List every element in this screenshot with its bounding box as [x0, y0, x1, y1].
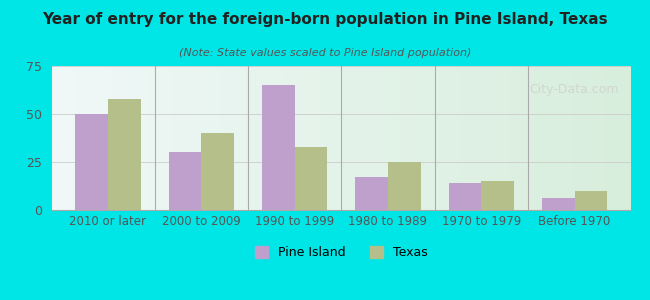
Bar [202, 133, 234, 210]
Legend: Pine Island, Texas: Pine Island, Texas [250, 241, 432, 264]
Bar [575, 191, 607, 210]
Bar [262, 85, 294, 210]
Bar [294, 147, 327, 210]
Bar [542, 199, 575, 210]
Bar [481, 181, 514, 210]
Text: (Note: State values scaled to Pine Island population): (Note: State values scaled to Pine Islan… [179, 48, 471, 58]
Text: Year of entry for the foreign-born population in Pine Island, Texas: Year of entry for the foreign-born popul… [42, 12, 608, 27]
Text: City-Data.com: City-Data.com [530, 83, 619, 96]
Bar [448, 183, 481, 210]
Bar [75, 114, 108, 210]
Bar [108, 99, 140, 210]
Bar [356, 177, 388, 210]
Bar [168, 152, 202, 210]
Bar [388, 162, 421, 210]
